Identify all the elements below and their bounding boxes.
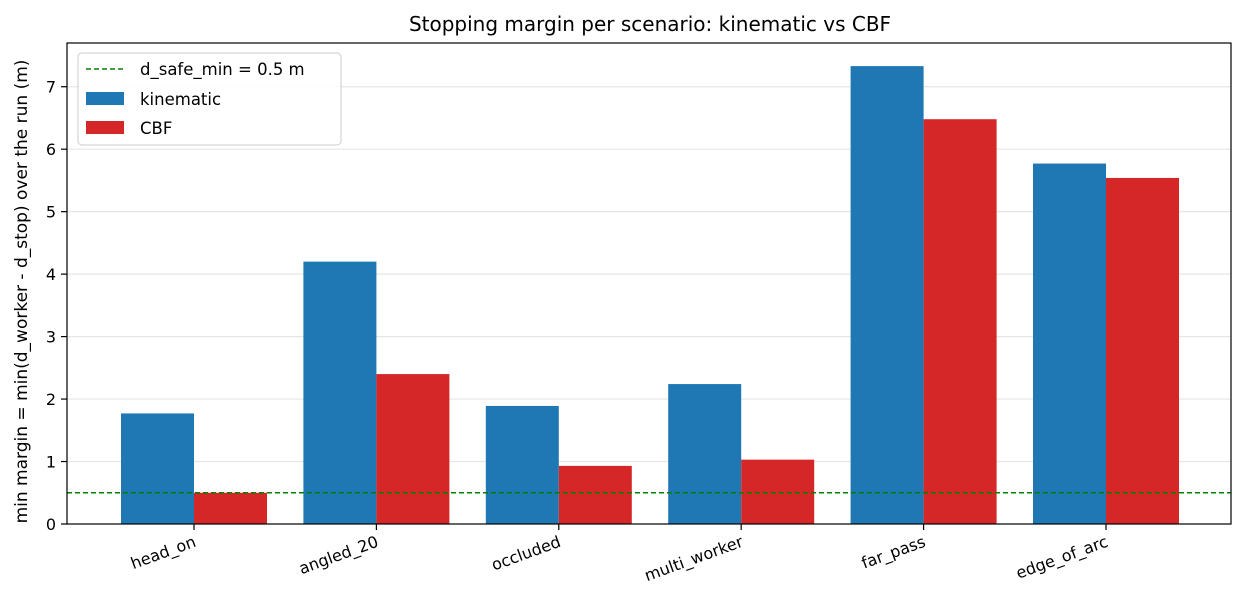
plot-frame [66,42,1232,525]
y-tick-label: 3 [46,328,56,347]
legend-label-kinematic: kinematic [140,90,221,109]
bars [121,66,1179,525]
bar-cbf-multi_worker [741,459,815,524]
y-tick-label: 2 [46,390,56,409]
x-tick-label: multi_worker [642,532,746,586]
bar-kinematic-far_pass [850,66,924,525]
legend-box [77,52,342,146]
bar-cbf-angled_20 [376,374,450,524]
bar-kinematic-multi_worker [668,384,742,524]
y-tick-label: 0 [46,515,56,534]
y-tick-label: 6 [46,140,56,159]
legend-swatch-kinematic [86,92,124,105]
bar-kinematic-edge_of_arc [1033,163,1106,525]
bar-kinematic-occluded [485,405,559,524]
x-tick-label: far_pass [859,532,928,574]
chart-title: Stopping margin per scenario: kinematic … [409,12,891,36]
y-tick-label: 7 [46,78,56,97]
y-tick-label: 1 [46,453,56,472]
legend-label-cbf: CBF [140,119,172,138]
y-tick-label: 4 [46,265,56,284]
x-tick-label: occluded [489,532,563,575]
y-axis-label: min margin = min(d_worker - d_stop) over… [12,60,32,524]
x-tick-label: head_on [128,532,199,574]
bar-cbf-head_on [194,492,267,524]
bar-cbf-far_pass [923,119,997,524]
x-tick-label: edge_of_arc [1013,532,1110,584]
y-axis: 0 1 2 3 4 5 6 7 [46,78,67,534]
y-tick-label: 5 [46,203,56,222]
bar-cbf-occluded [558,465,632,524]
legend-label-reference: d_safe_min = 0.5 m [140,60,305,80]
bar-kinematic-head_on [121,413,194,524]
x-tick-label: angled_20 [296,532,381,579]
legend: d_safe_min = 0.5 m kinematic CBF [77,52,342,146]
legend-swatch-cbf [86,121,124,134]
bar-kinematic-angled_20 [303,261,377,524]
x-axis: head_on angled_20 occluded multi_worker far_… [128,524,1111,586]
bar-cbf-edge_of_arc [1106,177,1179,524]
